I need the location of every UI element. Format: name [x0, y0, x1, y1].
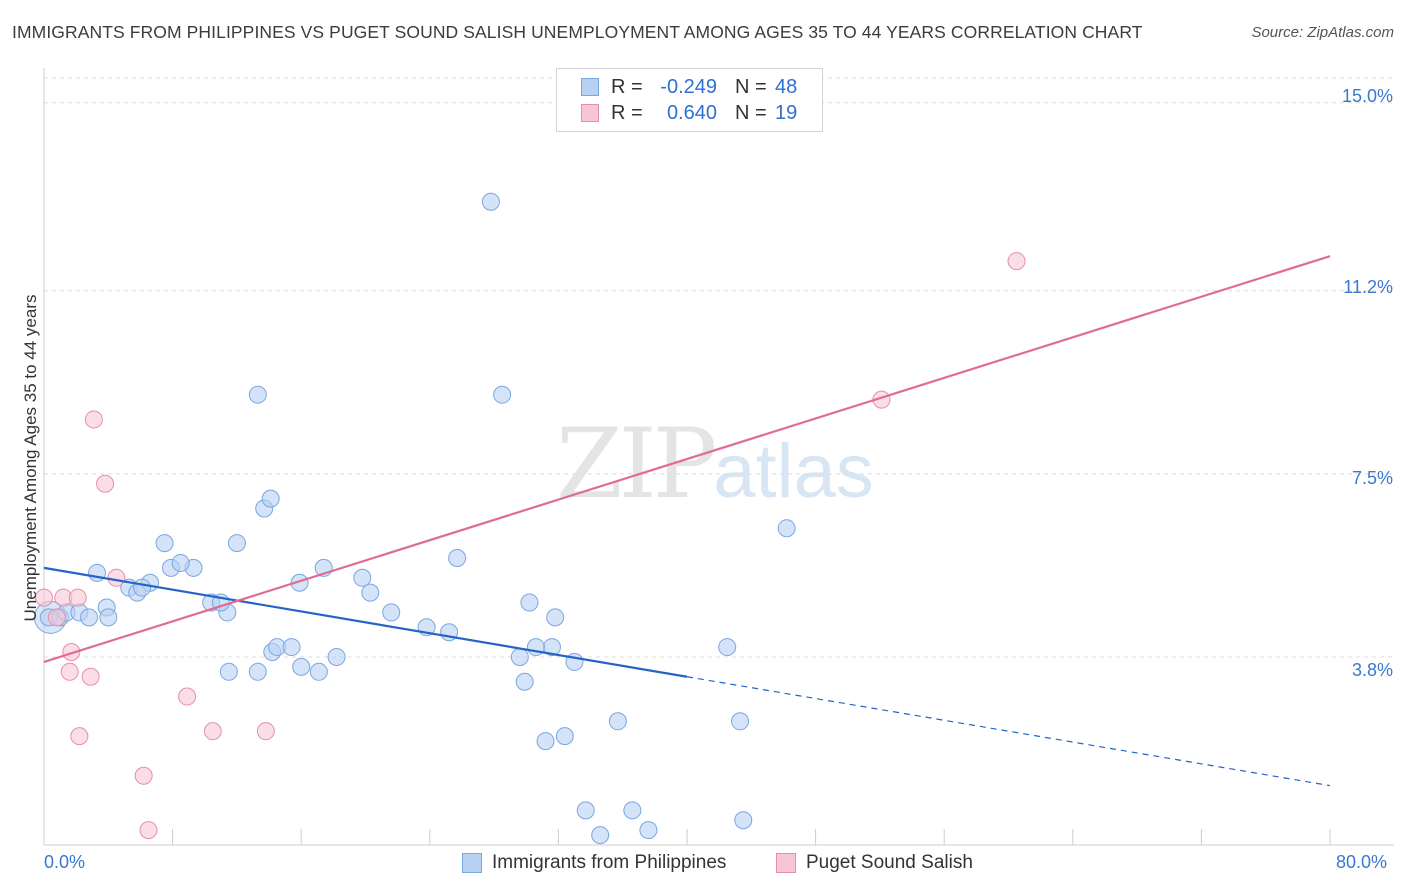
- salish-point-0: [35, 588, 53, 607]
- philippines-point-51: [591, 826, 610, 845]
- x-tick-label-max: 80.0%: [1336, 852, 1388, 872]
- y-axis-label: Unemployment Among Ages 35 to 44 years: [21, 294, 40, 622]
- x-tick-label-min: 0.0%: [44, 852, 86, 872]
- r-label: R =: [611, 75, 643, 98]
- philippines-point-30: [353, 568, 372, 587]
- legend-row-philippines: R = -0.249 N = 48: [581, 74, 797, 100]
- philippines-point-56: [777, 519, 796, 538]
- philippines-point-18: [227, 534, 246, 553]
- philippines-point-58: [734, 811, 753, 830]
- philippines-point-53: [493, 385, 512, 404]
- philippines-point-25: [290, 573, 309, 592]
- salish-point-12: [139, 821, 158, 840]
- philippines-point-5: [80, 608, 99, 627]
- salish-point-1: [47, 608, 66, 627]
- philippines-point-50: [623, 801, 642, 820]
- philippines-point-20: [248, 662, 267, 681]
- philippines-point-31: [361, 583, 380, 602]
- philippines-point-21: [292, 657, 311, 676]
- blue-swatch-icon: [581, 78, 599, 96]
- philippines-point-33: [382, 603, 401, 622]
- philippines-point-48: [608, 712, 627, 731]
- philippines-point-47: [576, 801, 595, 820]
- salish-point-6: [70, 727, 89, 746]
- philippines-point-11: [133, 578, 152, 597]
- salish-point-9: [96, 474, 115, 493]
- salish-point-17: [1007, 252, 1026, 271]
- philippines-point-52: [536, 732, 555, 751]
- salish-point-15: [256, 722, 275, 741]
- y-tick-label-3-8: 3.8%: [1351, 660, 1393, 680]
- legend-item-philippines: Immigrants from Philippines: [462, 852, 726, 874]
- philippines-point-40: [520, 593, 539, 612]
- legend-item-salish: Puget Sound Salish: [776, 852, 973, 874]
- salish-point-13: [178, 687, 197, 706]
- philippines-point-15: [155, 534, 174, 553]
- philippines-point-34: [282, 638, 301, 657]
- philippines-point-46: [555, 727, 574, 746]
- salish-point-7: [81, 667, 100, 686]
- correlation-legend: R = -0.249 N = 48 R = 0.640 N = 19: [556, 68, 823, 132]
- y-tick-label-7-5: 7.5%: [1351, 468, 1393, 488]
- philippines-point-14: [171, 553, 190, 572]
- n-value: 19: [775, 101, 798, 124]
- r-label: R =: [611, 101, 643, 124]
- philippines-point-54: [481, 192, 500, 211]
- philippines-point-45: [546, 608, 565, 627]
- salish-point-3: [62, 643, 81, 662]
- philippines-point-22: [219, 662, 238, 681]
- n-label: N =: [735, 101, 767, 124]
- philippines-trend-line-extension: [686, 676, 1331, 787]
- blue-swatch-icon: [462, 853, 482, 873]
- philippines-point-55: [731, 712, 750, 731]
- legend-label-philippines: Immigrants from Philippines: [492, 852, 727, 873]
- legend-label-salish: Puget Sound Salish: [806, 852, 973, 873]
- philippines-point-7: [99, 608, 118, 627]
- salish-point-8: [84, 410, 103, 429]
- chart-title: IMMIGRANTS FROM PHILIPPINES VS PUGET SOU…: [12, 22, 1143, 42]
- source-label: Source: ZipAtlas.com: [1251, 24, 1394, 41]
- salish-trend-line: [43, 255, 1331, 663]
- salish-point-10: [107, 568, 126, 587]
- watermark-zip: ZIP: [556, 408, 717, 520]
- philippines-point-26: [261, 489, 280, 508]
- salish-point-5: [60, 662, 79, 681]
- philippines-point-42: [510, 647, 529, 666]
- legend-row-salish: R = 0.640 N = 19: [581, 100, 797, 126]
- philippines-point-35: [448, 548, 467, 567]
- salish-point-14: [203, 722, 222, 741]
- salish-point-11: [134, 766, 153, 785]
- r-value: -0.249: [660, 75, 717, 98]
- philippines-point-57: [718, 638, 737, 657]
- pink-swatch-icon: [776, 853, 796, 873]
- philippines-point-49: [639, 821, 658, 840]
- y-tick-label-11-2: 11.2%: [1343, 277, 1393, 297]
- n-label: N =: [735, 75, 767, 98]
- pink-swatch-icon: [581, 104, 599, 122]
- philippines-point-28: [309, 662, 328, 681]
- philippines-point-43: [515, 672, 534, 691]
- salish-point-4: [68, 588, 87, 607]
- r-value: 0.640: [666, 101, 717, 124]
- philippines-point-37: [327, 647, 346, 666]
- y-tick-label-15-0: 15.0%: [1341, 86, 1393, 106]
- philippines-trend-line: [43, 566, 688, 678]
- n-value: 48: [775, 75, 798, 98]
- philippines-point-27: [248, 385, 267, 404]
